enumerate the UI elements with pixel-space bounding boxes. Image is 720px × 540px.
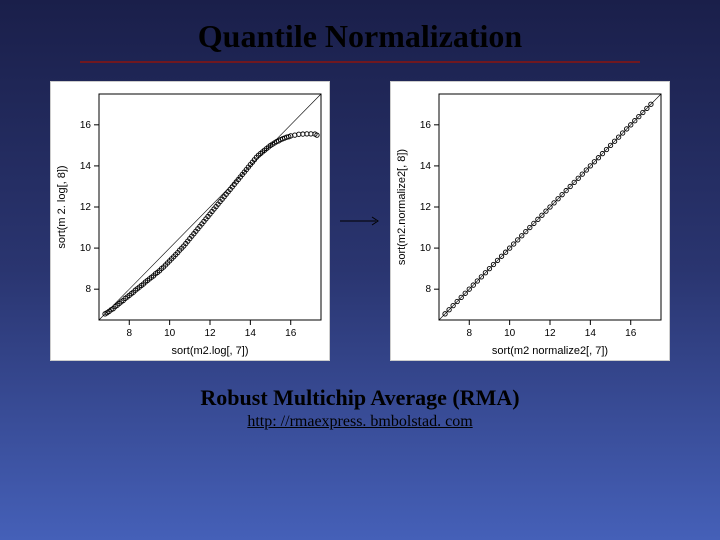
svg-text:16: 16: [285, 328, 297, 339]
svg-text:8: 8: [85, 284, 91, 295]
svg-text:sort(m2 normalize2[, 7]): sort(m2 normalize2[, 7]): [492, 345, 608, 357]
right-plot-svg: 8 10 12 14 16 8 10 12 14 16 sort(m2 normalize2[, 7…: [391, 82, 671, 362]
arrow-icon: [340, 214, 380, 228]
svg-text:16: 16: [80, 120, 92, 131]
left-plot-svg: 8 10 12 14 16 8 10 12 14 16 sort(m2.log[, 7]) sort(…: [51, 82, 331, 362]
svg-text:12: 12: [420, 202, 432, 213]
svg-text:10: 10: [420, 243, 432, 254]
svg-text:12: 12: [544, 328, 556, 339]
slide-title: Quantile Normalization: [198, 18, 522, 55]
svg-text:14: 14: [420, 161, 432, 172]
svg-text:8: 8: [466, 328, 472, 339]
plots-row: 8 10 12 14 16 8 10 12 14 16 sort(m2.log[, 7]) sort(…: [0, 81, 720, 361]
svg-text:16: 16: [420, 120, 432, 131]
svg-text:14: 14: [585, 328, 597, 339]
svg-text:12: 12: [80, 202, 92, 213]
svg-text:sort(m2.log[, 7]): sort(m2.log[, 7]): [171, 345, 248, 357]
svg-text:14: 14: [245, 328, 257, 339]
svg-text:10: 10: [504, 328, 516, 339]
svg-text:16: 16: [625, 328, 637, 339]
svg-text:14: 14: [80, 161, 92, 172]
left-plot: 8 10 12 14 16 8 10 12 14 16 sort(m2.log[, 7]) sort(…: [50, 81, 330, 361]
svg-text:10: 10: [80, 243, 92, 254]
url-text: http: //rmaexpress. bmbolstad. com: [247, 413, 472, 431]
svg-text:sort(m 2. log[, 8]): sort(m 2. log[, 8]): [56, 165, 68, 248]
svg-text:8: 8: [425, 284, 431, 295]
slide: Quantile Normalization 8 10 12 14 16 8 10 12 14 1…: [0, 0, 720, 540]
right-plot: 8 10 12 14 16 8 10 12 14 16 sort(m2 normalize2[, 7…: [390, 81, 670, 361]
svg-text:10: 10: [164, 328, 176, 339]
svg-text:sort(m2.normalize2[, 8]): sort(m2.normalize2[, 8]): [396, 149, 408, 265]
arrow-gap: [340, 214, 380, 228]
subtitle: Robust Multichip Average (RMA): [200, 385, 519, 411]
svg-text:12: 12: [204, 328, 216, 339]
svg-text:8: 8: [126, 328, 132, 339]
title-rule: [80, 61, 640, 63]
